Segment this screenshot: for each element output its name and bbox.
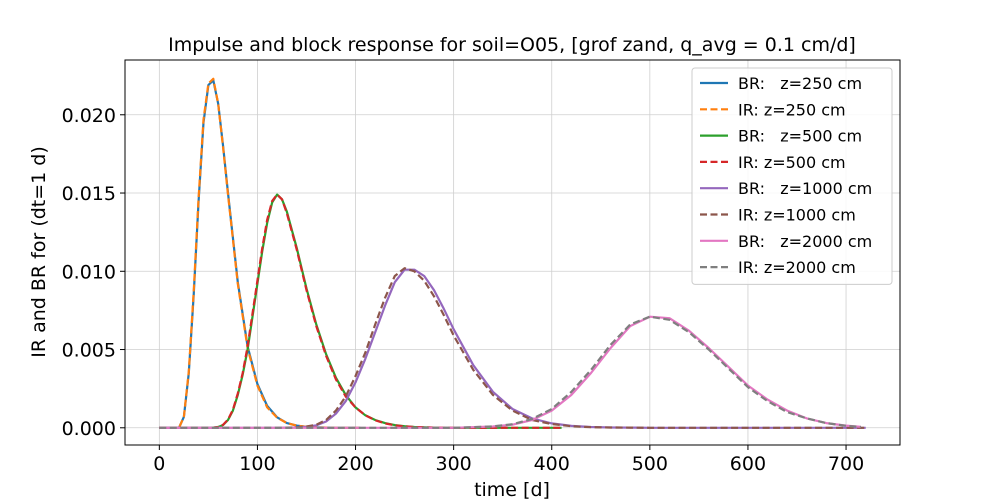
legend-label: BR: z=1000 cm: [738, 179, 872, 198]
series-line: [159, 268, 866, 429]
legend-label: BR: z=500 cm: [738, 127, 862, 146]
series-line: [159, 267, 866, 429]
x-tick-label: 600: [730, 453, 766, 475]
chart-title: Impulse and block response for soil=O05,…: [168, 34, 856, 56]
x-axis-ticks: 0 100 200 300 400 500 600 700: [153, 445, 864, 475]
x-tick-label: 200: [337, 453, 373, 475]
x-tick-label: 500: [632, 453, 668, 475]
plot-area-frame: [124, 59, 901, 446]
x-tick-label: 100: [239, 453, 275, 475]
y-tick-label: 0.005: [62, 340, 116, 362]
y-tick-label: 0.015: [62, 183, 116, 205]
series-line: [159, 315, 861, 429]
x-tick-label: 0: [153, 453, 165, 475]
legend-label: IR: z=2000 cm: [738, 258, 856, 277]
series-lines: [159, 77, 866, 429]
x-tick-label: 400: [534, 453, 570, 475]
x-tick-label: 700: [828, 453, 864, 475]
y-tick-label: 0.010: [62, 261, 116, 283]
legend-label: BR: z=2000 cm: [738, 232, 872, 251]
x-axis-label: time [d]: [474, 479, 550, 500]
y-axis-ticks: 0.000 0.005 0.010 0.015 0.020: [62, 105, 125, 440]
y-tick-label: 0.020: [62, 105, 116, 127]
y-tick-label: 0.000: [62, 418, 116, 440]
legend-label: IR: z=250 cm: [738, 100, 846, 119]
legend-label: IR: z=1000 cm: [738, 206, 856, 225]
legend-box: [691, 67, 893, 285]
legend-label: IR: z=500 cm: [738, 153, 846, 172]
series-line: [159, 193, 562, 429]
legend: BR: z=250 cm IR: z=250 cm BR: z=500 cm IR: …: [691, 67, 893, 285]
x-tick-label: 300: [436, 453, 472, 475]
y-axis-label: IR and BR for (dt=1 d): [28, 146, 50, 358]
legend-label: BR: z=250 cm: [738, 74, 862, 93]
